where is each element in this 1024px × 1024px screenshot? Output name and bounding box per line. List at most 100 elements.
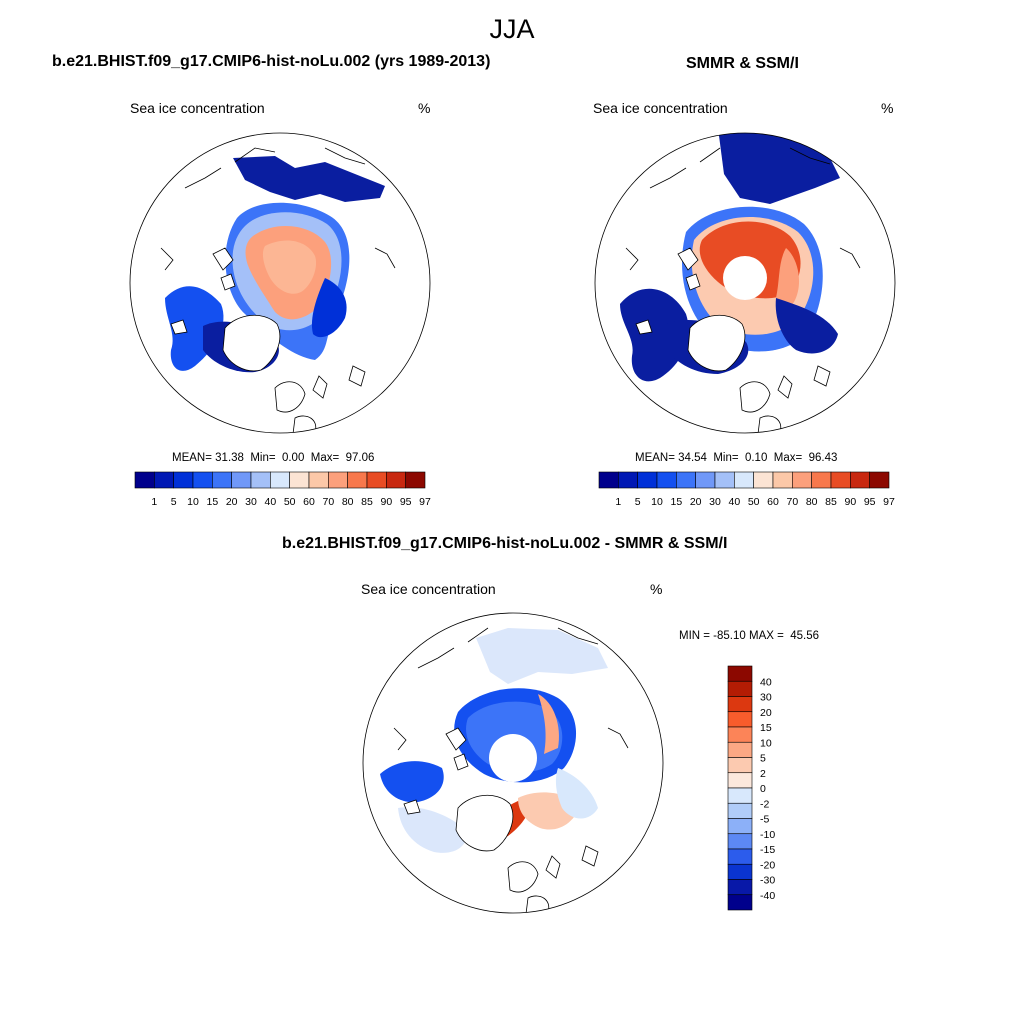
colorbar-swatch [173,471,194,489]
colorbar-swatch [727,787,753,804]
colorbar-tick-label: 70 [786,496,798,508]
colorbar-tick-label: 97 [419,496,431,508]
colorbar-swatch [753,471,774,489]
colorbar-swatch [727,833,753,850]
colorbar-swatch [727,879,753,896]
panel2-polar-map [594,132,896,434]
colorbar-swatch [727,772,753,789]
colorbar-swatch [192,471,213,489]
colorbar-tick-label: 40 [728,496,740,508]
colorbar-tick-label: 95 [400,496,412,508]
panel3-land-coast-2 [403,727,599,879]
panel1-polar-map [129,132,431,434]
colorbar-tick-label: -2 [760,798,769,810]
colorbar-tick-label: -40 [760,890,775,902]
colorbar-tick-label: 15 [206,496,218,508]
colorbar-tick-label: 60 [767,496,779,508]
colorbar-tick-label: 0 [760,783,766,795]
colorbar-tick-label: 5 [171,496,177,508]
colorbar-swatch [727,680,753,697]
panel2-land-coast-2 [635,247,831,399]
panel1-ice-right [311,278,347,338]
colorbar-tick-label: 20 [690,496,702,508]
colorbar-tick-label: 2 [760,768,766,780]
colorbar-tick-label: 50 [748,496,760,508]
panel3-pole-hole [489,734,537,782]
panel3-diff-pale-top [476,628,608,684]
panel1-ice-light-salmon [262,240,317,294]
panel2-stats: MEAN= 34.54 Min= 0.10 Max= 96.43 [635,452,838,464]
colorbar-tick-label: 50 [284,496,296,508]
colorbar-tick-label: 5 [760,753,766,765]
panel3-title: b.e21.BHIST.f09_g17.CMIP6-hist-noLu.002 … [282,535,728,552]
colorbar-swatch [727,848,753,865]
panel1-title: b.e21.BHIST.f09_g17.CMIP6-hist-noLu.002 … [52,53,491,70]
colorbar-swatch [727,894,753,911]
colorbar-swatch [727,757,753,774]
colorbar-swatch [727,818,753,835]
colorbar-swatch [134,471,155,489]
colorbar-tick-label: 30 [760,692,772,704]
panel1-land-coast-1 [160,147,396,433]
colorbar-swatch [386,471,406,489]
panel3-diff-left-pale [398,807,467,853]
colorbar-tick-label: 10 [187,496,199,508]
panel2-units-label: % [881,100,894,116]
panel3-land-coast-1 [393,627,629,913]
panel2-land-greenland [687,314,746,372]
colorbar-swatch [792,471,812,489]
panel3-minmax: MIN = -85.10 MAX = 45.56 [679,630,819,642]
colorbar-swatch [727,711,753,728]
colorbar-tick-label: 1 [615,496,621,508]
colorbar-swatch [830,471,851,489]
colorbar-tick-label: 80 [806,496,818,508]
colorbar-tick-label: 40 [760,676,772,688]
colorbar-swatch [727,726,753,743]
colorbar-tick-label: 20 [760,707,772,719]
colorbar-tick-label: 5 [635,496,641,508]
colorbar-tick-label: 1 [151,496,157,508]
colorbar-tick-label: 20 [226,496,238,508]
panel3-variable-label: Sea ice concentration [361,581,496,597]
colorbar-swatch [270,471,290,489]
panel1-units-label: % [418,100,431,116]
panel2-colorbar: 1 5 10 15 20 30 40 50 60 70 80 85 90 95 97 [598,471,895,508]
colorbar-tick-label: 30 [709,496,721,508]
colorbar-swatch [727,741,753,758]
panel3-units-label: % [650,581,663,597]
colorbar-tick-label: 80 [342,496,354,508]
colorbar-swatch [231,471,252,489]
colorbar-tick-label: 10 [651,496,663,508]
colorbar-tick-label: 95 [864,496,876,508]
colorbar-tick-label: 90 [380,496,392,508]
panel3-diff-light-edge [538,694,560,754]
colorbar-tick-label: -10 [760,829,775,841]
colorbar-swatch [734,471,754,489]
colorbar-swatch [727,665,753,682]
colorbar-swatch [727,802,753,819]
panel3-land-greenland [455,794,514,852]
colorbar-tick-label: 90 [844,496,856,508]
colorbar-tick-label: -30 [760,875,775,887]
panel3-polar-map [362,612,664,914]
panel2-title: SMMR & SSM/I [686,55,799,72]
colorbar-swatch [637,471,658,489]
panel2-ice-baffin [620,288,689,382]
colorbar-tick-label: 85 [825,496,837,508]
panel3-diff-left-blue [380,761,444,803]
colorbar-tick-label: -5 [760,814,769,826]
colorbar-swatch [347,471,368,489]
colorbar-tick-label: -15 [760,844,775,856]
panel1-colorbar: 1 5 10 15 20 30 40 50 60 70 80 85 90 95 97 [134,471,431,508]
colorbar-tick-label: 60 [303,496,315,508]
colorbar-swatch [250,471,271,489]
colorbar-tick-label: 15 [670,496,682,508]
colorbar-tick-label: 10 [760,737,772,749]
panel1-land-greenland [222,314,281,372]
colorbar-swatch [676,471,696,489]
colorbar-swatch [328,471,348,489]
panel1-stats: MEAN= 31.38 Min= 0.00 Max= 97.06 [172,452,375,464]
colorbar-swatch [727,696,753,713]
colorbar-swatch [212,471,232,489]
